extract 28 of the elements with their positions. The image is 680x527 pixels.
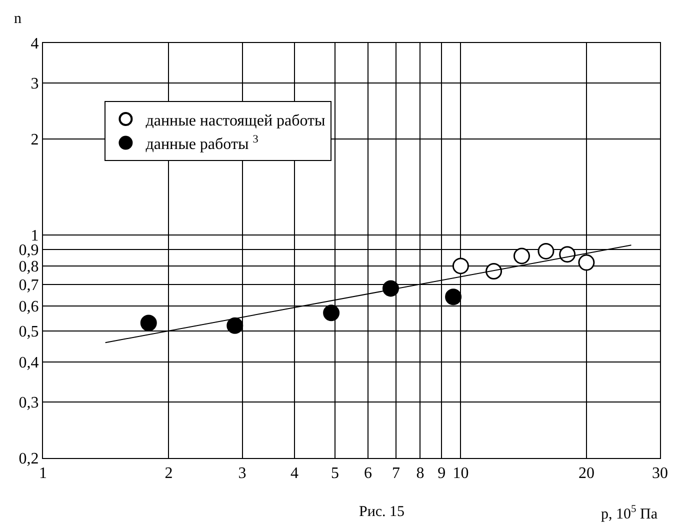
x-tick-label: 4 (290, 465, 298, 482)
y-tick-label: 0,9 (18, 242, 39, 260)
x-tick-label: 30 (652, 465, 668, 482)
y-tick-label: 0,4 (18, 354, 39, 372)
x-tick-label: 9 (438, 465, 446, 482)
y-axis-title: n (14, 11, 22, 27)
y-tick-label: 0,6 (18, 298, 39, 316)
y-tick-label: 0,8 (18, 258, 39, 276)
y-tick-label: 1 (30, 228, 39, 245)
y-tick-label: 0,7 (18, 277, 39, 294)
legend-label: данные работы $^{3}$ (146, 133, 259, 154)
y-tick-label: 0,5 (18, 324, 39, 341)
text: Рис. 15 (359, 504, 405, 520)
y-tick-label: 3 (30, 75, 39, 92)
y-tick-label: 0,3 (18, 394, 39, 412)
y-tick-label: 0,2 (18, 450, 39, 468)
x-axis-title: p, 10$^{5}$ Па (601, 504, 658, 522)
x-tick-label: 6 (364, 465, 372, 482)
x-tick-label: 5 (330, 465, 339, 482)
x-tick-label: 20 (578, 465, 594, 482)
x-tick-label: 8 (416, 465, 424, 482)
legend-label: данные настоящей работы (146, 112, 326, 130)
x-tick-label: 7 (392, 465, 400, 482)
x-tick-label: 10 (452, 465, 469, 482)
x-tick-label: 3 (238, 465, 246, 482)
y-tick-label: 2 (30, 132, 39, 149)
y-tick-label: 4 (30, 36, 39, 53)
x-tick-label: 2 (164, 465, 173, 482)
